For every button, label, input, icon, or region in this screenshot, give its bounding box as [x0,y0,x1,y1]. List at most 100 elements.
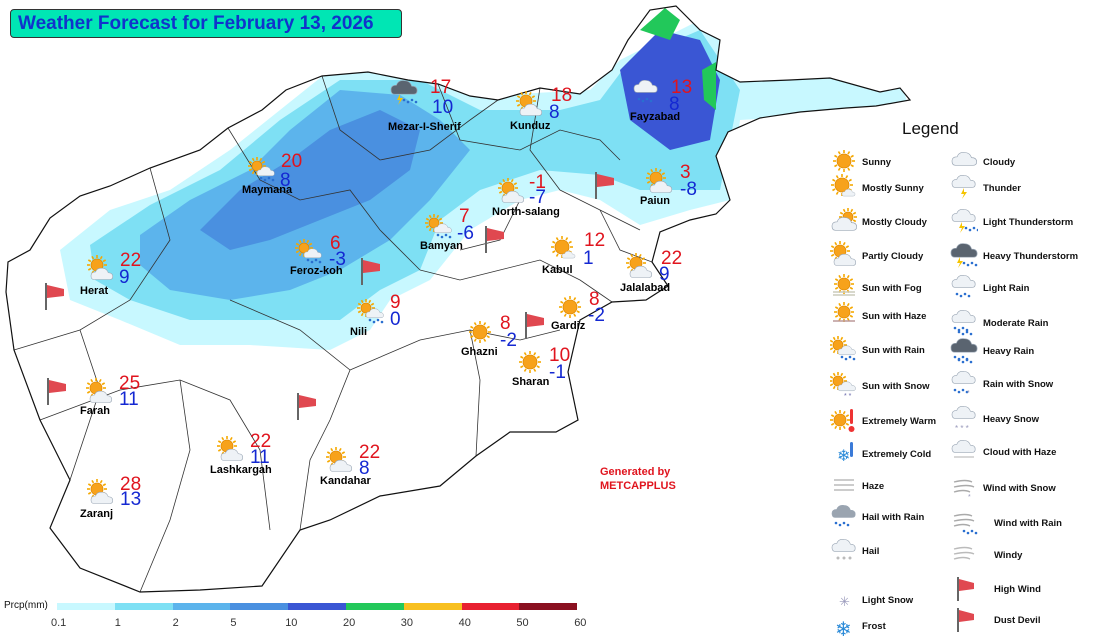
partly-cloudy-icon [830,241,858,267]
cloudy-icon [950,147,978,173]
city-name: Fayzabad [630,111,681,123]
temp-min: -7 [529,187,546,208]
colorbar-tick: 2 [172,617,179,629]
legend-item-label: Light Thunderstorm [983,217,1074,228]
temp-min: -1 [549,362,566,383]
temp-min: 13 [120,489,142,510]
mostly-sunny-icon [830,173,858,199]
temp-max: 8 [500,313,511,334]
svg-text:*: * [967,390,970,397]
legend-item-label: Haze [862,481,885,492]
light-rain-icon [950,273,978,299]
temp-min: 8 [669,94,680,115]
high-wind-icon [950,574,978,601]
legend-item-label: Heavy Rain [983,346,1035,357]
legend-item-label: Sun with Fog [862,283,922,294]
colorbar-segment [57,603,115,610]
colorbar-segment [461,603,520,610]
city-name: Zaranj [80,508,114,520]
city-name: Jalalabad [620,282,671,294]
temp-max: 8 [589,289,600,310]
city-name: Lashkargah [210,464,272,476]
heavy-thunderstorm-icon [390,78,426,117]
temp-min: 11 [119,389,139,410]
sunny-icon [552,290,588,329]
legend-item-label: Heavy Snow [983,414,1039,425]
svg-text:*: * [968,494,971,501]
colorbar-tick: 5 [230,617,237,629]
legend-item-label: Sun with Rain [862,345,925,356]
svg-text:❄: ❄ [837,448,850,465]
wind-with-snow-icon: * [950,473,978,501]
temp-max: 3 [680,162,691,183]
sun-with-rain-icon [422,210,458,249]
legend-item-label: Extremely Warm [862,416,937,427]
temp-max: 18 [551,85,573,106]
colorbar-segment [519,603,578,610]
temp-max: 6 [330,233,341,254]
colorbar-label: Prcp(mm) [4,600,48,611]
legend-item-label: Dust Devil [994,615,1041,626]
temp-min: -6 [457,223,474,244]
temp-min: -2 [500,330,517,351]
mostly-cloudy-icon [830,207,858,233]
partly-cloudy-icon [83,252,119,291]
wind-with-rain-icon [950,508,978,535]
partly-cloudy-icon [642,165,678,204]
page-title: Weather Forecast for February 13, 2026 [10,9,402,38]
partly-cloudy-icon [622,250,658,289]
sun-with-rain-icon [354,295,390,334]
colorbar-tick: 30 [400,617,414,629]
partly-cloudy-icon [83,476,119,515]
sun-with-rain-icon [245,153,281,192]
city-name: Herat [80,285,109,297]
city-name: Nili [350,326,368,338]
legend-item-label: Extremely Cold [862,449,932,460]
heavy-snow-icon: * * * [950,404,978,433]
sun-with-rain-icon [829,335,858,361]
colorbar-segment [230,603,289,610]
sunny-icon [830,147,858,173]
svg-text:✳: ✳ [839,594,850,609]
heavy-thunderstorm-icon [950,241,978,268]
city-name: Mezar-I-Sherif [388,121,461,133]
heavy-rain-icon [950,336,978,364]
colorbar-tick: 20 [343,617,356,629]
sun-with-rain-icon [292,235,328,274]
generated-by-credit: Generated by METCAPPLUS [600,465,676,493]
city-name: North-salang [492,206,560,218]
colorbar-tick: 40 [458,617,471,629]
windy-icon [950,540,978,566]
cloud-with-haze-icon [950,437,978,463]
legend-item-label: Mostly Sunny [862,183,924,194]
legend-item-label: Partly Cloudy [862,251,924,262]
partly-cloudy-icon [494,175,530,214]
rain-with-snow-icon: * [950,369,978,397]
light-snow-icon: ✳ [830,585,858,611]
temp-min: 9 [119,267,130,288]
colorbar-tick: 60 [574,617,587,629]
partly-cloudy-icon [213,433,249,472]
legend-item-label: Heavy Thunderstorm [983,251,1079,262]
sun-with-fog-icon [830,273,858,299]
legend-item-label: Wind with Snow [983,483,1056,494]
temp-max: 22 [661,248,683,269]
temp-max: 28 [120,474,142,495]
light-rain-icon [632,78,668,117]
temp-min: -2 [588,305,605,326]
generated-by-line1: Generated by [600,466,671,478]
legend-item-label: Wind with Rain [994,518,1062,529]
sun-with-snow-icon: * * [829,371,858,400]
temp-min: 0 [390,309,401,330]
legend-item-label: Mostly Cloudy [862,217,927,228]
temp-max: 12 [584,230,606,251]
hail-with-rain-icon [830,502,858,528]
temp-max: 20 [281,151,303,172]
generated-by-line2: METCAPPLUS [600,480,676,492]
city-name: Farah [80,405,110,417]
colorbar-tick: 0.1 [51,617,67,629]
city-name: Kabul [542,264,573,276]
temp-max: 25 [119,373,141,394]
svg-text:* * *: * * * [955,424,969,432]
